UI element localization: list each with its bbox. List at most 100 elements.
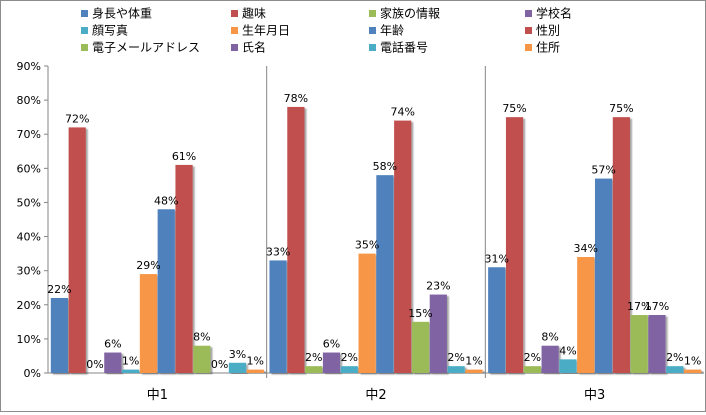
bar [69, 127, 86, 373]
x-tick-label: 中2 [365, 388, 386, 403]
legend-swatch [525, 27, 532, 34]
legend-label: 学校名 [536, 6, 572, 21]
data-label: 0% [211, 358, 228, 371]
data-label: 35% [355, 239, 379, 252]
data-label: 33% [266, 245, 290, 258]
bar [394, 121, 411, 373]
data-label: 74% [390, 106, 414, 119]
data-label: 2% [524, 351, 541, 364]
bar [613, 117, 630, 373]
data-label: 3% [229, 348, 246, 361]
legend-label: 顔写真 [92, 23, 128, 38]
data-label: 57% [591, 164, 615, 177]
legend-swatch [81, 10, 88, 17]
legend-swatch [525, 10, 532, 17]
bar [376, 175, 393, 373]
data-label: 8% [193, 331, 210, 344]
bar [666, 366, 683, 373]
legend-label: 家族の情報 [380, 6, 440, 21]
legend-swatch [369, 44, 376, 51]
legend-label: 氏名 [242, 40, 266, 55]
bar [358, 254, 375, 373]
y-tick-label: 60% [17, 162, 41, 175]
bar [577, 257, 594, 373]
data-label: 15% [408, 307, 432, 320]
bar [524, 366, 541, 373]
bar [448, 366, 465, 373]
legend-swatch [231, 27, 238, 34]
bar [122, 370, 139, 373]
x-tick-label: 中3 [584, 388, 605, 403]
y-tick-label: 20% [17, 299, 41, 312]
y-tick-label: 10% [17, 333, 41, 346]
legend-swatch [369, 27, 376, 34]
y-tick-label: 70% [17, 128, 41, 141]
legend-swatch [369, 10, 376, 17]
bar [559, 359, 576, 373]
data-label: 1% [122, 355, 139, 368]
y-tick-label: 0% [24, 367, 41, 380]
data-label: 17% [645, 300, 669, 313]
x-tick-label: 中1 [147, 388, 168, 403]
data-label: 22% [47, 283, 71, 296]
bar [648, 315, 665, 373]
data-label: 8% [541, 331, 558, 344]
data-label: 6% [104, 338, 121, 351]
data-label: 1% [247, 355, 264, 368]
data-label: 2% [666, 351, 683, 364]
legend: 身長や体重趣味家族の情報学校名顔写真生年月日年齢性別電子メールアドレス氏名電話番… [81, 6, 572, 55]
data-label: 31% [485, 252, 509, 265]
bar [323, 353, 340, 373]
bar [542, 346, 559, 373]
bar [193, 346, 210, 373]
bar [287, 107, 304, 373]
data-label: 78% [284, 92, 308, 105]
legend-label: 住所 [536, 41, 560, 55]
data-label: 2% [447, 351, 464, 364]
legend-swatch [231, 10, 238, 17]
data-label: 1% [465, 355, 482, 368]
data-label: 6% [323, 338, 340, 351]
data-label: 75% [502, 102, 526, 115]
bar [684, 370, 701, 373]
legend-swatch [525, 44, 532, 51]
data-label: 75% [609, 102, 633, 115]
data-label: 2% [305, 351, 322, 364]
legend-label: 電話番号 [380, 40, 428, 55]
data-label: 58% [373, 160, 397, 173]
legend-label: 趣味 [242, 6, 266, 21]
y-tick-label: 50% [17, 196, 41, 209]
legend-label: 身長や体重 [92, 6, 152, 21]
data-label: 4% [559, 344, 576, 357]
bar [412, 322, 429, 373]
bar [305, 366, 322, 373]
legend-label: 電子メールアドレス [92, 41, 200, 55]
bar [631, 315, 648, 373]
legend-label: 生年月日 [242, 24, 290, 38]
bar [269, 260, 286, 373]
y-tick-label: 90% [17, 60, 41, 73]
bar [104, 353, 121, 373]
data-label: 1% [684, 355, 701, 368]
bar [247, 370, 264, 373]
bar [229, 363, 246, 373]
data-label: 48% [154, 194, 178, 207]
legend-swatch [231, 44, 238, 51]
legend-swatch [81, 27, 88, 34]
data-label: 72% [65, 112, 89, 125]
bar [465, 370, 482, 373]
bar [488, 267, 505, 373]
legend-label: 性別 [536, 24, 560, 38]
bar [51, 298, 68, 373]
bar [506, 117, 523, 373]
y-tick-label: 40% [17, 231, 41, 244]
y-tick-label: 80% [17, 94, 41, 107]
data-label: 29% [136, 259, 160, 272]
data-label: 23% [426, 280, 450, 293]
data-label: 61% [172, 150, 196, 163]
y-tick-label: 30% [17, 265, 41, 278]
data-label: 0% [86, 358, 103, 371]
data-label: 34% [574, 242, 598, 255]
